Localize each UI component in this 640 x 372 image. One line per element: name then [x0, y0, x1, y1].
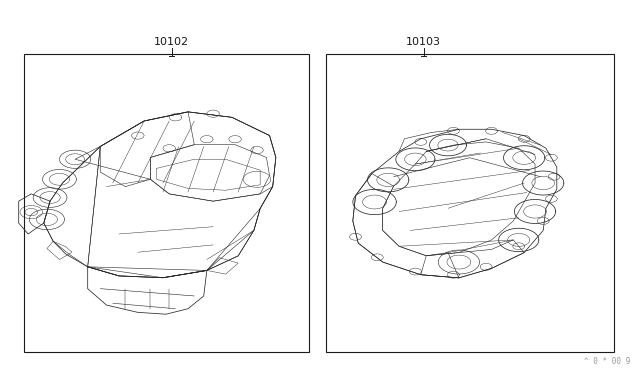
- Text: 10102: 10102: [154, 37, 189, 47]
- Bar: [24, 54, 309, 352]
- Bar: [326, 54, 614, 352]
- Text: ^ 0 * 00 9: ^ 0 * 00 9: [584, 357, 630, 366]
- Text: 10103: 10103: [406, 37, 441, 47]
